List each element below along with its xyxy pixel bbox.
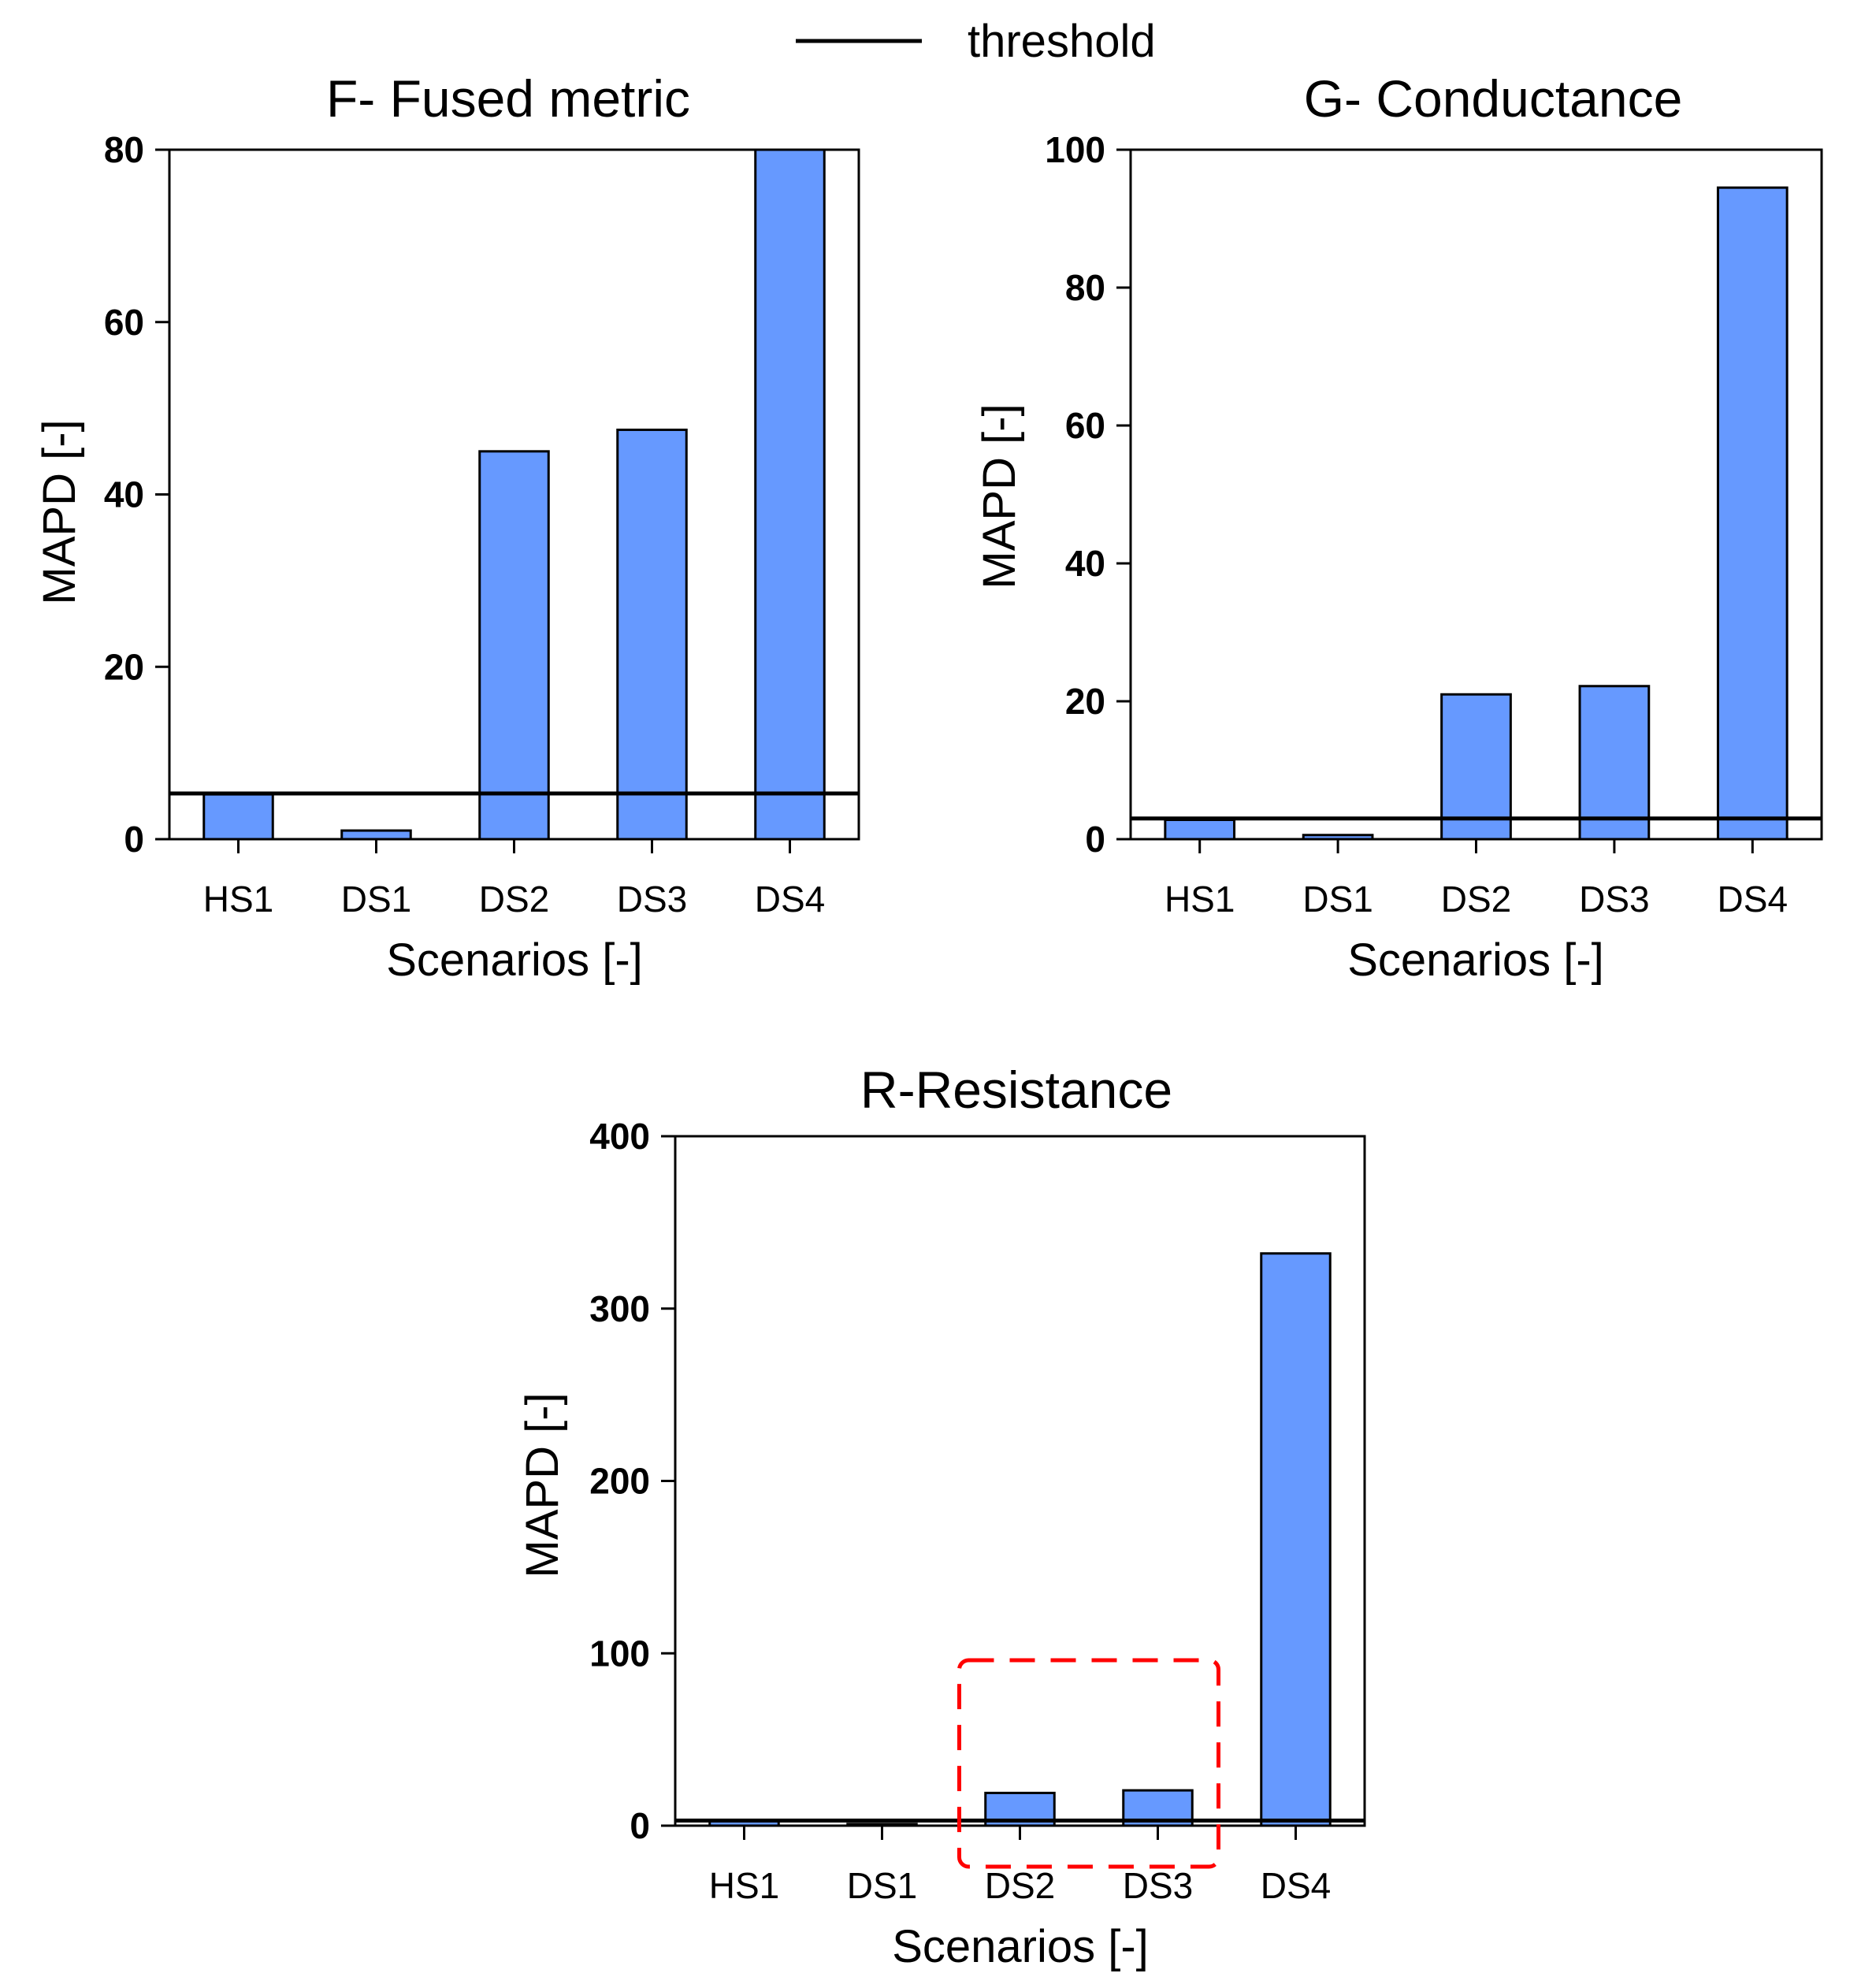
x-tick-label: DS3 — [617, 879, 687, 920]
x-axis-label: Scenarios [-] — [892, 1921, 1149, 1972]
bar-ds4 — [1260, 1252, 1332, 1827]
x-tick-label: DS1 — [847, 1865, 917, 1906]
bar-ds2 — [1440, 693, 1512, 841]
y-tick-label: 20 — [104, 646, 144, 687]
x-tick-label: DS2 — [985, 1865, 1055, 1906]
x-tick-label: DS2 — [1441, 879, 1511, 920]
bar-hs1 — [202, 793, 274, 841]
x-axis-label: Scenarios [-] — [386, 935, 643, 986]
y-tick-label: 40 — [104, 474, 144, 515]
y-axis-label: MAPD [-] — [34, 419, 85, 604]
y-tick-label: 60 — [104, 302, 144, 343]
y-tick-label: 80 — [1065, 267, 1105, 308]
y-tick-label: 200 — [589, 1461, 650, 1502]
x-tick-label: DS4 — [755, 879, 825, 920]
legend: threshold — [796, 16, 1156, 67]
x-tick-label: DS2 — [479, 879, 549, 920]
chart-title: F- Fused metric — [326, 69, 690, 128]
y-tick-label: 40 — [1065, 543, 1105, 584]
x-tick-label: DS4 — [1718, 879, 1788, 920]
x-axis-label: Scenarios [-] — [1347, 935, 1604, 986]
x-tick-label: HS1 — [203, 879, 273, 920]
bar-hs1 — [1164, 819, 1236, 841]
x-tick-label: DS4 — [1261, 1865, 1331, 1906]
x-tick-label: DS3 — [1579, 879, 1649, 920]
x-tick-label: HS1 — [709, 1865, 779, 1906]
bar-ds1 — [846, 1823, 918, 1827]
y-tick-label: 400 — [589, 1116, 650, 1157]
chart-title: G- Conductance — [1304, 69, 1683, 128]
highlight-box — [957, 1658, 1220, 1869]
bar-ds3 — [1578, 685, 1651, 841]
y-tick-label: 0 — [124, 819, 144, 860]
panel-conductance: G- Conductance MAPD [-] Scenarios [-] 0 2… — [974, 69, 1823, 986]
bar-ds4 — [1716, 186, 1789, 841]
panel-resistance: R-Resistance MAPD [-] Scenarios [-] 0 100… — [517, 1061, 1366, 1972]
y-tick-label: 300 — [589, 1288, 650, 1329]
y-tick-label: 0 — [630, 1805, 650, 1846]
x-tick-label: DS3 — [1123, 1865, 1193, 1906]
bar-ds4 — [754, 148, 826, 841]
y-tick-label: 80 — [104, 129, 144, 170]
chart-title: R-Resistance — [860, 1061, 1172, 1119]
bar-ds1 — [340, 829, 412, 841]
y-tick-label: 100 — [589, 1633, 650, 1674]
bar-ds2 — [478, 450, 550, 841]
y-tick-label: 20 — [1065, 681, 1105, 722]
legend-threshold-label: threshold — [968, 16, 1156, 67]
bar-ds1 — [1302, 834, 1374, 841]
panel-fused-metric: F- Fused metric MAPD [-] Scenarios [-] 0… — [34, 69, 860, 986]
y-tick-label: 60 — [1065, 405, 1105, 446]
bar-ds3 — [616, 428, 688, 841]
y-axis-label: MAPD [-] — [517, 1392, 568, 1577]
y-axis-label: MAPD [-] — [974, 403, 1025, 589]
y-tick-label: 0 — [1085, 819, 1105, 860]
x-tick-label: DS1 — [341, 879, 411, 920]
y-tick-label: 100 — [1045, 129, 1105, 170]
x-tick-label: DS1 — [1302, 879, 1373, 920]
x-tick-label: HS1 — [1165, 879, 1235, 920]
